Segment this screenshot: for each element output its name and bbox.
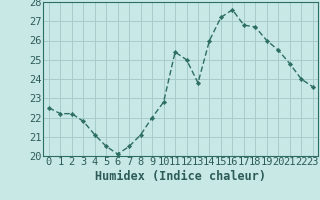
X-axis label: Humidex (Indice chaleur): Humidex (Indice chaleur) bbox=[95, 170, 266, 183]
